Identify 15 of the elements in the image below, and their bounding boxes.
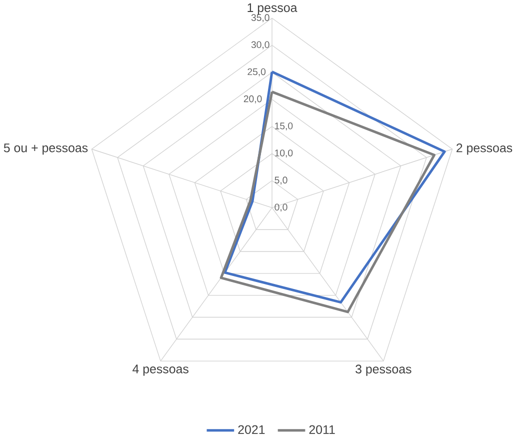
y-tick-label: 5,0 xyxy=(274,176,288,185)
legend-label: 2011 xyxy=(309,425,335,434)
spoke-label: 3 pessoas xyxy=(356,364,412,376)
y-tick-label: 0,0 xyxy=(274,204,288,212)
y-tick-label: 30,0 xyxy=(251,41,270,50)
legend-label: 2021 xyxy=(238,425,265,434)
y-tick-label: 10,0 xyxy=(275,150,293,158)
y-tick-label: 35,0 xyxy=(251,14,270,22)
y-tick-label: 20,0 xyxy=(244,95,262,104)
spoke-label: 2 pessoas xyxy=(456,143,512,155)
spoke-label: 5 ou + pessoas xyxy=(4,144,88,155)
spoke-label: 1 pessoa xyxy=(248,3,298,14)
y-tick-label: 15,0 xyxy=(275,122,293,130)
y-tick-label: 25,0 xyxy=(248,68,266,76)
spoke-label: 4 pessoas xyxy=(132,364,188,376)
